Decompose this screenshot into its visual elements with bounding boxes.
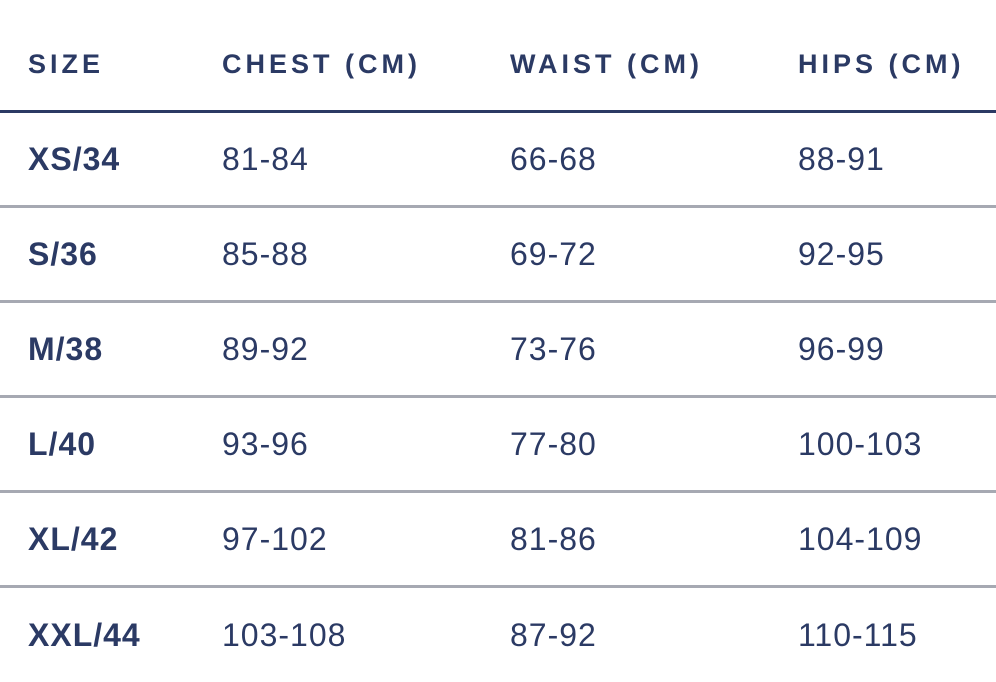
chest-cell: 89-92 [222, 330, 309, 367]
hips-cell: 104-109 [798, 520, 923, 557]
size-cell: XXL/44 [28, 616, 141, 653]
chest-cell: 85-88 [222, 235, 309, 272]
table-row-l: L/40 93-96 77-80 100-103 [0, 398, 996, 493]
waist-cell: 66-68 [510, 140, 597, 177]
size-cell: XL/42 [28, 520, 119, 557]
hips-cell: 88-91 [798, 140, 885, 177]
chest-cell: 81-84 [222, 140, 309, 177]
waist-cell: 81-86 [510, 520, 597, 557]
waist-cell: 77-80 [510, 425, 597, 462]
size-cell: S/36 [28, 235, 98, 272]
table-row-m: M/38 89-92 73-76 96-99 [0, 303, 996, 398]
chest-cell: 103-108 [222, 616, 347, 653]
size-cell: XS/34 [28, 140, 121, 177]
table-row-xl: XL/42 97-102 81-86 104-109 [0, 493, 996, 588]
header-cell-waist: WAIST (CM) [510, 48, 703, 79]
table-row-xs: XS/34 81-84 66-68 88-91 [0, 113, 996, 208]
size-cell: L/40 [28, 425, 97, 462]
header-cell-size: SIZE [28, 48, 105, 79]
table-header-row: SIZE CHEST (CM) WAIST (CM) HIPS (CM) [0, 0, 996, 113]
table-row-s: S/36 85-88 69-72 92-95 [0, 208, 996, 303]
chest-cell: 93-96 [222, 425, 309, 462]
table-row-xxl: XXL/44 103-108 87-92 110-115 [0, 588, 996, 682]
chest-cell: 97-102 [222, 520, 328, 557]
header-cell-chest: CHEST (CM) [222, 48, 421, 79]
hips-cell: 110-115 [798, 616, 918, 653]
waist-cell: 73-76 [510, 330, 597, 367]
waist-cell: 87-92 [510, 616, 597, 653]
hips-cell: 100-103 [798, 425, 923, 462]
hips-cell: 96-99 [798, 330, 885, 367]
size-cell: M/38 [28, 330, 104, 367]
waist-cell: 69-72 [510, 235, 597, 272]
hips-cell: 92-95 [798, 235, 885, 272]
header-cell-hips: HIPS (CM) [798, 48, 965, 79]
